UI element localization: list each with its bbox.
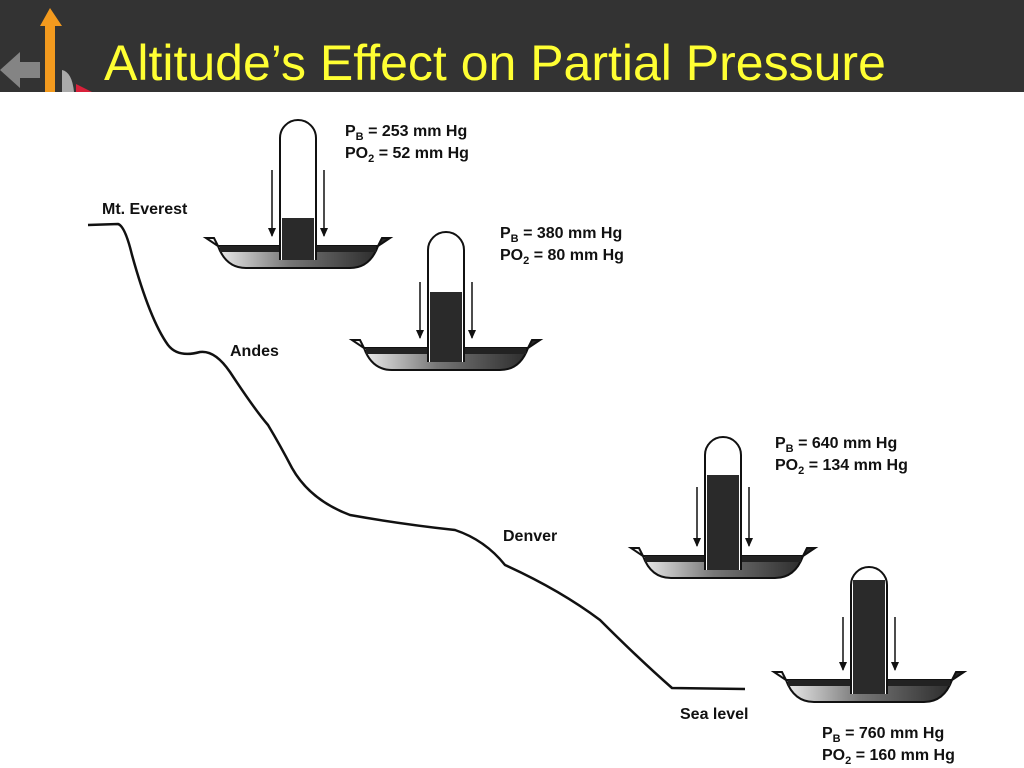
arrow-head bbox=[891, 662, 899, 671]
label-symbol: P bbox=[775, 435, 786, 452]
label-text: = 380 mm Hg bbox=[519, 225, 623, 242]
label-symbol: P bbox=[345, 123, 356, 140]
title-bar bbox=[0, 0, 1024, 92]
nav-icon[interactable] bbox=[0, 8, 92, 92]
label-symbol: PO bbox=[822, 747, 845, 764]
mercury-column bbox=[282, 218, 314, 260]
label-symbol: PO bbox=[345, 145, 368, 162]
label-subscript: 2 bbox=[845, 755, 851, 767]
label-subscript: 2 bbox=[798, 465, 804, 477]
pressure-label: PB = 253 mm Hg bbox=[345, 123, 467, 143]
pressure-label: PB = 640 mm Hg bbox=[775, 435, 897, 455]
location-label: Denver bbox=[503, 528, 557, 545]
label-subscript: 2 bbox=[523, 255, 529, 267]
label-subscript: B bbox=[356, 131, 364, 143]
mercury-column bbox=[430, 292, 462, 362]
label-subscript: B bbox=[786, 443, 794, 455]
arrow-head bbox=[468, 330, 476, 339]
label-symbol: PO bbox=[500, 247, 523, 264]
arrow-head bbox=[839, 662, 847, 671]
pressure-label: PO2 = 80 mm Hg bbox=[500, 247, 624, 267]
arrow-head bbox=[268, 228, 276, 237]
label-text: = 640 mm Hg bbox=[794, 435, 898, 452]
label-text: = 80 mm Hg bbox=[529, 247, 624, 264]
location-label: Sea level bbox=[680, 706, 749, 723]
label-symbol: P bbox=[822, 725, 833, 742]
pressure-label: PO2 = 134 mm Hg bbox=[775, 457, 908, 477]
arrow-head bbox=[745, 538, 753, 547]
label-text: = 253 mm Hg bbox=[364, 123, 468, 140]
label-symbol: P bbox=[500, 225, 511, 242]
slide-title: Altitude’s Effect on Partial Pressure bbox=[104, 35, 886, 91]
label-subscript: B bbox=[511, 233, 519, 245]
arrow-head bbox=[693, 538, 701, 547]
location-label: Andes bbox=[230, 343, 279, 360]
altitude-profile bbox=[87, 222, 746, 691]
label-subscript: B bbox=[833, 733, 841, 745]
pressure-label: PB = 380 mm Hg bbox=[500, 225, 622, 245]
label-text: = 760 mm Hg bbox=[841, 725, 945, 742]
pressure-label: PB = 760 mm Hg bbox=[822, 725, 944, 745]
mercury-column bbox=[707, 475, 739, 570]
pressure-label: PO2 = 160 mm Hg bbox=[822, 747, 955, 767]
mercury-column bbox=[853, 580, 885, 694]
label-subscript: 2 bbox=[368, 153, 374, 165]
label-symbol: PO bbox=[775, 457, 798, 474]
label-text: = 160 mm Hg bbox=[851, 747, 955, 764]
location-label: Mt. Everest bbox=[102, 201, 188, 218]
label-text: = 52 mm Hg bbox=[374, 145, 469, 162]
arrow-head bbox=[320, 228, 328, 237]
pressure-label: PO2 = 52 mm Hg bbox=[345, 145, 469, 165]
label-text: = 134 mm Hg bbox=[804, 457, 908, 474]
arrow-head bbox=[416, 330, 424, 339]
